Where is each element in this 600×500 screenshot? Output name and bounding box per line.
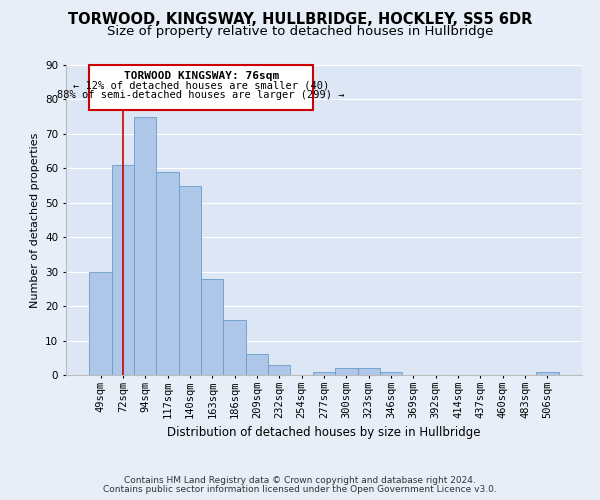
Y-axis label: Number of detached properties: Number of detached properties [29,132,40,308]
Bar [268,364,290,375]
Text: 88% of semi-detached houses are larger (299) →: 88% of semi-detached houses are larger (… [58,90,345,100]
Bar [112,165,134,375]
Text: ← 12% of detached houses are smaller (40): ← 12% of detached houses are smaller (40… [73,80,329,90]
Bar [536,372,559,375]
Bar [313,372,335,375]
Text: Contains public sector information licensed under the Open Government Licence v3: Contains public sector information licen… [103,485,497,494]
Bar [201,278,223,375]
Bar [157,172,179,375]
Bar [380,372,402,375]
Bar [335,368,358,375]
Bar [89,272,112,375]
Text: TORWOOD, KINGSWAY, HULLBRIDGE, HOCKLEY, SS5 6DR: TORWOOD, KINGSWAY, HULLBRIDGE, HOCKLEY, … [68,12,532,28]
Bar [179,186,201,375]
Text: Size of property relative to detached houses in Hullbridge: Size of property relative to detached ho… [107,25,493,38]
Text: Contains HM Land Registry data © Crown copyright and database right 2024.: Contains HM Land Registry data © Crown c… [124,476,476,485]
Bar [134,116,157,375]
Text: TORWOOD KINGSWAY: 76sqm: TORWOOD KINGSWAY: 76sqm [124,71,279,81]
X-axis label: Distribution of detached houses by size in Hullbridge: Distribution of detached houses by size … [167,426,481,440]
Bar [358,368,380,375]
Bar [223,320,246,375]
Bar [246,354,268,375]
FancyBboxPatch shape [89,65,313,110]
